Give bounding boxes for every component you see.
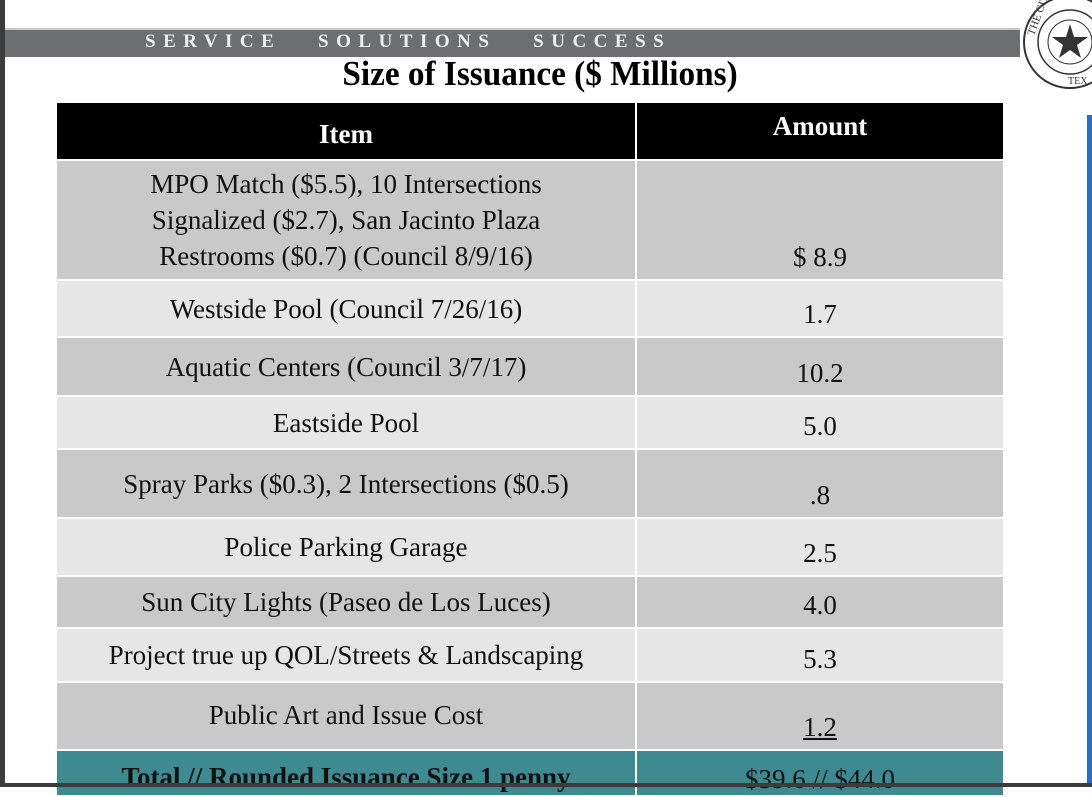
amount-cell: .8 bbox=[635, 448, 1005, 519]
table-row: MPO Match ($5.5), 10 Intersections Signa… bbox=[55, 159, 1005, 281]
amount-cell: 10.2 bbox=[635, 336, 1005, 397]
total-amount: $39.6 // $44.0 bbox=[635, 749, 1005, 797]
total-label: Total // Rounded Issuance Size 1 penny bbox=[55, 749, 637, 797]
item-cell: Aquatic Centers (Council 3/7/17) bbox=[55, 336, 637, 397]
amount-cell: 2.5 bbox=[635, 517, 1005, 577]
side-scroll-strip bbox=[1087, 115, 1092, 785]
table-row: Public Art and Issue Cost 1.2 bbox=[55, 681, 1005, 751]
tagline: SERVICE SOLUTIONS SUCCESS bbox=[145, 31, 672, 52]
issuance-table: Item Amount MPO Match ($5.5), 10 Interse… bbox=[55, 101, 1005, 797]
table-row: Eastside Pool 5.0 bbox=[55, 395, 1005, 450]
column-header-amount: Amount bbox=[635, 101, 1005, 161]
item-cell: MPO Match ($5.5), 10 Intersections Signa… bbox=[55, 159, 637, 281]
table-row: Aquatic Centers (Council 3/7/17) 10.2 bbox=[55, 336, 1005, 397]
item-cell: Sun City Lights (Paseo de Los Luces) bbox=[55, 575, 637, 629]
table-row: Westside Pool (Council 7/26/16) 1.7 bbox=[55, 279, 1005, 338]
amount-cell: 1.2 bbox=[635, 681, 1005, 751]
item-cell: Project true up QOL/Streets & Landscapin… bbox=[55, 627, 637, 683]
svg-text:TEX: TEX bbox=[1068, 76, 1088, 87]
table-row: Spray Parks ($0.3), 2 Intersections ($0.… bbox=[55, 448, 1005, 519]
item-cell: Police Parking Garage bbox=[55, 517, 637, 577]
amount-cell: 5.0 bbox=[635, 395, 1005, 450]
header-band bbox=[5, 28, 1020, 57]
window-edge bbox=[0, 0, 5, 787]
total-row: Total // Rounded Issuance Size 1 penny $… bbox=[55, 749, 1005, 797]
table-row: Sun City Lights (Paseo de Los Luces) 4.0 bbox=[55, 575, 1005, 629]
city-seal-logo: THE CITY TEX bbox=[1023, 0, 1092, 89]
table-row: Police Parking Garage 2.5 bbox=[55, 517, 1005, 577]
item-cell: Public Art and Issue Cost bbox=[55, 681, 637, 751]
amount-cell: $ 8.9 bbox=[635, 159, 1005, 281]
item-cell: Westside Pool (Council 7/26/16) bbox=[55, 279, 637, 338]
table-row: Project true up QOL/Streets & Landscapin… bbox=[55, 627, 1005, 683]
amount-cell: 1.7 bbox=[635, 279, 1005, 338]
item-text: MPO Match ($5.5), 10 Intersections Signa… bbox=[150, 169, 542, 271]
amount-cell: 4.0 bbox=[635, 575, 1005, 629]
table-header-row: Item Amount bbox=[55, 101, 1005, 161]
window-edge-bottom bbox=[0, 783, 1092, 787]
item-cell: Spray Parks ($0.3), 2 Intersections ($0.… bbox=[55, 448, 637, 519]
item-cell: Eastside Pool bbox=[55, 395, 637, 450]
page-title: Size of Issuance ($ Millions) bbox=[342, 54, 738, 93]
column-header-item: Item bbox=[55, 101, 637, 161]
amount-cell: 5.3 bbox=[635, 627, 1005, 683]
